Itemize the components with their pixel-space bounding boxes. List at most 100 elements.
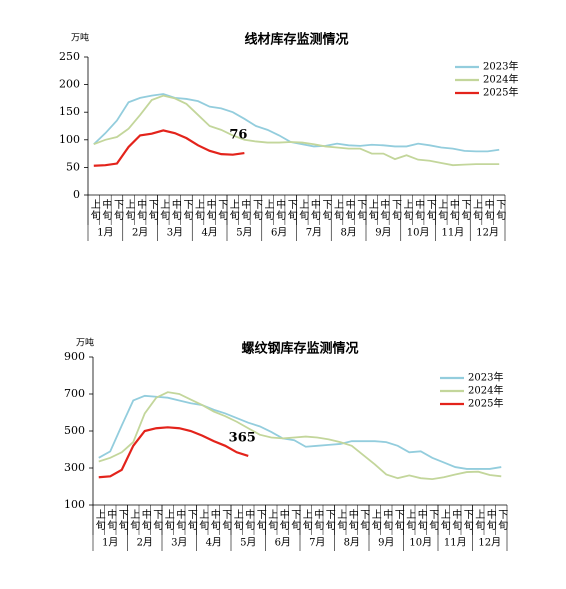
y-tick-label: 0 <box>73 188 80 201</box>
x-tick-label: 下旬 <box>355 199 367 221</box>
x-tick-label: 下旬 <box>358 509 370 531</box>
y-tick-label: 900 <box>64 350 85 363</box>
legend-label: 2024年 <box>483 73 518 86</box>
y-tick-label: 100 <box>64 498 85 511</box>
x-tick-label: 下旬 <box>185 509 197 531</box>
x-tick-label: 中旬 <box>415 508 427 531</box>
y-tick-label: 500 <box>64 424 85 437</box>
x-tick-label: 中旬 <box>447 198 459 221</box>
x-tick-label: 下旬 <box>151 509 163 531</box>
x-tick-label: 中旬 <box>346 508 358 531</box>
x-tick-label: 上旬 <box>369 509 381 531</box>
x-tick-label: 上旬 <box>123 199 135 221</box>
y-tick-label: 50 <box>66 160 80 173</box>
month-label: 6月 <box>275 537 291 549</box>
month-label: 3月 <box>167 227 183 239</box>
x-tick-label: 上旬 <box>471 199 483 221</box>
x-tick-label: 上旬 <box>366 199 378 221</box>
x-tick-label: 上旬 <box>262 199 274 221</box>
x-tick-label: 上旬 <box>158 199 170 221</box>
month-label: 4月 <box>201 227 217 239</box>
y-tick-label: 700 <box>64 387 85 400</box>
x-tick-label: 下旬 <box>181 199 193 221</box>
x-tick-label: 下旬 <box>461 509 473 531</box>
x-tick-label: 上旬 <box>231 509 243 531</box>
x-tick-label: 中旬 <box>169 198 181 221</box>
x-tick-label: 下旬 <box>220 509 232 531</box>
legend-label: 2025年 <box>468 397 503 410</box>
month-label: 2月 <box>137 537 153 549</box>
month-label: 7月 <box>306 227 322 239</box>
x-tick-label: 上旬 <box>404 509 416 531</box>
x-tick-label: 中旬 <box>413 198 425 221</box>
series-line <box>98 391 502 481</box>
x-tick-label: 中旬 <box>378 198 390 221</box>
x-tick-label: 上旬 <box>300 509 312 531</box>
series-line <box>93 129 245 167</box>
legend-label: 2023年 <box>483 60 518 73</box>
month-label: 9月 <box>375 227 391 239</box>
x-tick-label: 下旬 <box>392 509 404 531</box>
x-tick-label: 上旬 <box>401 199 413 221</box>
y-tick-label: 300 <box>64 461 85 474</box>
x-tick-label: 中旬 <box>484 508 496 531</box>
x-tick-label: 上旬 <box>438 509 450 531</box>
x-tick-label: 下旬 <box>111 199 123 221</box>
x-tick-label: 下旬 <box>289 509 301 531</box>
month-label: 8月 <box>340 227 356 239</box>
x-tick-label: 上旬 <box>197 509 209 531</box>
x-tick-label: 上旬 <box>227 199 239 221</box>
legend-label: 2024年 <box>468 384 503 397</box>
x-tick-label: 中旬 <box>105 508 117 531</box>
x-tick-label: 上旬 <box>473 509 485 531</box>
month-label: 11月 <box>444 537 467 549</box>
x-tick-label: 上旬 <box>297 199 309 221</box>
x-tick-label: 下旬 <box>146 199 158 221</box>
month-label: 11月 <box>442 227 465 239</box>
x-tick-label: 下旬 <box>494 199 506 221</box>
x-tick-label: 上旬 <box>88 199 100 221</box>
month-label: 10月 <box>407 227 430 239</box>
x-tick-label: 下旬 <box>424 199 436 221</box>
x-tick-label: 中旬 <box>208 508 220 531</box>
x-tick-label: 下旬 <box>496 509 508 531</box>
x-tick-label: 中旬 <box>450 508 462 531</box>
month-label: 4月 <box>206 537 222 549</box>
month-label: 10月 <box>409 537 432 549</box>
month-label: 2月 <box>132 227 148 239</box>
series-line <box>98 426 249 479</box>
annotation: 365 <box>229 430 256 445</box>
x-tick-label: 中旬 <box>243 508 255 531</box>
x-tick-label: 上旬 <box>335 509 347 531</box>
x-tick-label: 中旬 <box>274 198 286 221</box>
x-tick-label: 中旬 <box>381 508 393 531</box>
x-tick-label: 下旬 <box>116 509 128 531</box>
x-tick-label: 中旬 <box>174 508 186 531</box>
month-label: 1月 <box>97 227 113 239</box>
x-tick-label: 上旬 <box>93 509 105 531</box>
x-tick-label: 下旬 <box>254 509 266 531</box>
y-tick-label: 200 <box>59 78 80 91</box>
x-tick-label: 下旬 <box>250 199 262 221</box>
legend-label: 2023年 <box>468 371 503 384</box>
legend-label: 2025年 <box>483 86 518 99</box>
x-tick-label: 中旬 <box>343 198 355 221</box>
x-tick-label: 上旬 <box>128 509 140 531</box>
month-label: 5月 <box>236 227 252 239</box>
chart-title: 线材库存监测情况 <box>244 32 348 48</box>
unit-label: 万吨 <box>76 337 94 349</box>
unit-label: 万吨 <box>71 32 89 44</box>
x-tick-label: 下旬 <box>216 199 228 221</box>
x-tick-label: 上旬 <box>162 509 174 531</box>
annotation: 76 <box>229 128 247 143</box>
series-line <box>93 94 500 167</box>
y-tick-label: 100 <box>59 133 80 146</box>
month-label: 6月 <box>271 227 287 239</box>
x-tick-label: 上旬 <box>332 199 344 221</box>
month-label: 7月 <box>309 537 325 549</box>
month-label: 5月 <box>240 537 256 549</box>
x-tick-label: 上旬 <box>193 199 205 221</box>
y-tick-label: 250 <box>59 50 80 63</box>
month-label: 1月 <box>102 537 118 549</box>
